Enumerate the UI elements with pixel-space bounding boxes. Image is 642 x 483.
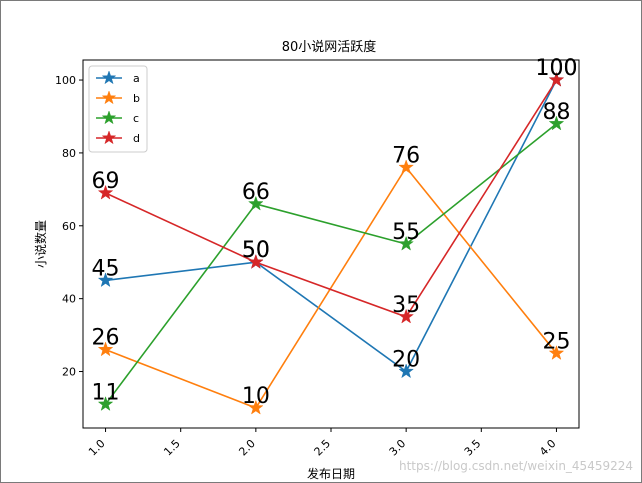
data-point-b xyxy=(97,341,114,357)
data-point-b xyxy=(247,399,264,415)
data-label-a: 20 xyxy=(392,348,420,373)
data-label-d: 50 xyxy=(242,238,270,263)
legend-marker-c xyxy=(101,110,117,125)
data-label-d: 69 xyxy=(92,169,120,194)
data-point-c xyxy=(247,195,264,211)
data-label-a: 50 xyxy=(242,238,270,263)
data-label-b: 25 xyxy=(542,329,570,354)
x-tick-label: 1.0 xyxy=(86,437,108,459)
data-label-c: 55 xyxy=(392,220,420,245)
series-line-a xyxy=(105,79,558,373)
series-markers xyxy=(97,71,565,415)
series-line-c xyxy=(104,123,557,405)
y-tick-label: 60 xyxy=(62,220,76,233)
data-point-c xyxy=(398,235,415,251)
data-label-c: 66 xyxy=(242,180,270,205)
x-tick-label: 2.0 xyxy=(236,437,258,459)
legend-label-b: b xyxy=(133,92,140,105)
x-axis-label: 发布日期 xyxy=(307,466,355,481)
data-point-c xyxy=(97,396,114,411)
data-label-a: 45 xyxy=(92,256,120,281)
legend-label-a: a xyxy=(133,72,140,85)
legend-marker-d xyxy=(101,130,117,145)
data-point-a xyxy=(97,272,114,288)
data-label-c: 11 xyxy=(92,380,120,405)
data-point-d xyxy=(97,184,114,200)
data-point-b xyxy=(398,159,415,175)
data-point-c xyxy=(548,115,565,131)
data-point-d xyxy=(247,253,264,269)
data-label-b: 76 xyxy=(392,143,420,168)
data-point-d xyxy=(548,71,565,87)
data-point-a xyxy=(398,363,415,379)
chart-title: 80小说网活跃度 xyxy=(282,39,377,55)
y-tick-label: 100 xyxy=(55,74,76,87)
data-point-b xyxy=(548,345,565,360)
y-tick-label: 40 xyxy=(62,293,76,306)
data-label-d: 100 xyxy=(535,56,577,81)
series-line-d xyxy=(105,79,558,318)
x-tick-label: 3.0 xyxy=(387,437,409,459)
series-line-b xyxy=(105,166,558,409)
plot-area xyxy=(82,59,580,429)
data-label-c: 88 xyxy=(542,100,570,125)
y-tick-label: 20 xyxy=(62,366,76,379)
data-label-d: 35 xyxy=(392,293,420,318)
data-label-a: 100 xyxy=(535,56,577,81)
legend-box xyxy=(88,65,148,153)
x-tick-label: 2.5 xyxy=(312,437,334,459)
y-axis-label: 小说数量 xyxy=(33,220,48,268)
series-lines xyxy=(104,79,558,409)
legend-label-c: c xyxy=(133,112,139,125)
watermark: https://blog.csdn.net/weixin_45459224 xyxy=(399,459,633,473)
x-tick-label: 3.5 xyxy=(462,437,484,459)
data-point-d xyxy=(398,308,415,324)
legend-label-d: d xyxy=(133,132,140,145)
x-tick-label: 4.0 xyxy=(537,437,559,459)
legend-marker-b xyxy=(101,90,117,105)
x-tick-label: 1.5 xyxy=(161,437,183,459)
y-tick-label: 80 xyxy=(62,147,76,160)
legend-marker-a xyxy=(101,70,117,85)
data-label-b: 10 xyxy=(242,384,270,409)
data-label-b: 26 xyxy=(92,326,120,351)
